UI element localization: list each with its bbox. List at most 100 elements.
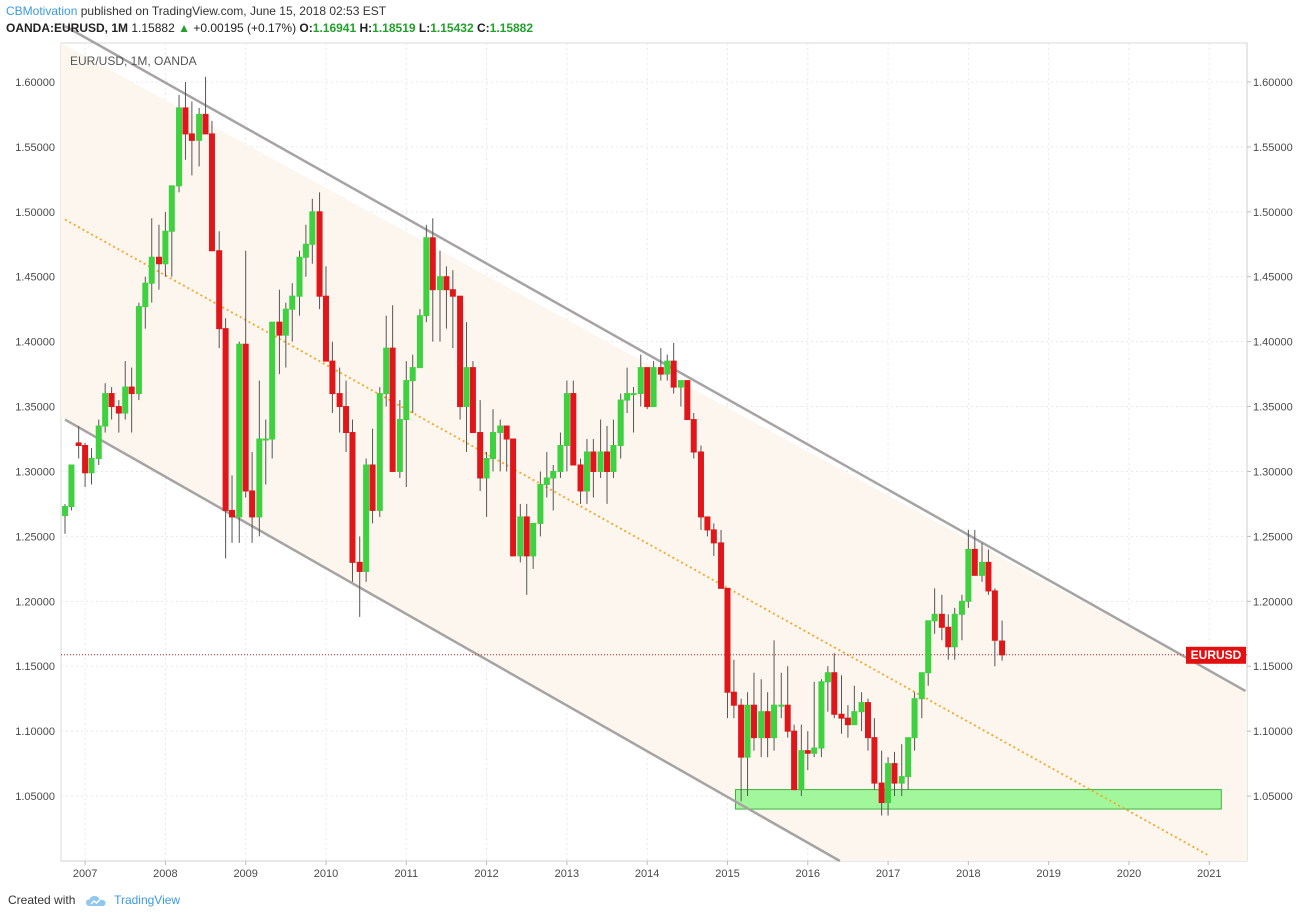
candle xyxy=(102,383,109,433)
candle xyxy=(958,594,965,641)
candle-body xyxy=(858,702,865,713)
candle xyxy=(135,302,142,401)
candle xyxy=(463,322,470,452)
candle xyxy=(249,452,256,543)
close-value: 1.15882 xyxy=(489,21,534,35)
candle-body xyxy=(597,451,604,472)
y-tick-label-right: 1.30000 xyxy=(1253,466,1293,478)
candle-body xyxy=(182,107,189,135)
candle-body xyxy=(142,282,149,308)
candle xyxy=(938,594,945,641)
candle xyxy=(437,250,444,342)
candle xyxy=(208,120,215,252)
candle xyxy=(918,672,925,719)
candle-body xyxy=(811,747,818,754)
candle-body xyxy=(557,445,564,472)
candle-body xyxy=(971,548,978,576)
candle-body xyxy=(483,457,490,479)
channel-midline[interactable] xyxy=(64,218,1210,857)
candle-body xyxy=(704,516,711,531)
candle-body xyxy=(296,256,303,297)
tradingview-link[interactable]: TradingView xyxy=(114,893,181,907)
tradingview-cloud-icon xyxy=(85,895,106,906)
candle-body xyxy=(664,360,671,375)
publish-line: CBMotivation published on TradingView.co… xyxy=(6,3,533,20)
candle-body xyxy=(282,308,289,336)
candle xyxy=(75,426,82,459)
candle xyxy=(262,419,269,485)
candle xyxy=(469,361,476,434)
candle xyxy=(624,367,631,414)
chart-header: CBMotivation published on TradingView.co… xyxy=(6,3,533,37)
x-tick-label: 2007 xyxy=(73,868,97,880)
high-label: H: xyxy=(359,21,373,35)
candle-body xyxy=(256,438,263,518)
candle-body xyxy=(925,620,932,674)
candle xyxy=(577,458,584,504)
high-value: 1.18519 xyxy=(372,21,416,35)
candle-body xyxy=(911,698,918,739)
candle xyxy=(985,549,992,595)
candle xyxy=(530,522,537,569)
candle-body xyxy=(208,133,215,252)
channel-upper-line[interactable] xyxy=(64,25,1247,692)
author-link[interactable]: CBMotivation xyxy=(6,4,78,18)
candle xyxy=(115,400,122,433)
x-tick-label: 2016 xyxy=(796,868,820,880)
candle xyxy=(242,250,249,498)
candle xyxy=(557,432,564,478)
candle xyxy=(148,218,155,303)
candle xyxy=(724,587,731,719)
channel-fill xyxy=(61,43,1247,861)
support-zone[interactable] xyxy=(735,789,1222,810)
channel-lower-line[interactable] xyxy=(64,418,841,863)
x-tick-label: 2015 xyxy=(715,868,739,880)
candle xyxy=(343,380,350,452)
candle xyxy=(871,718,878,790)
candle xyxy=(289,283,296,342)
candle xyxy=(510,438,517,557)
candle xyxy=(309,198,316,264)
candle-body xyxy=(449,289,456,297)
candle xyxy=(108,387,115,420)
candle-body xyxy=(778,704,785,707)
candle-body xyxy=(302,243,309,258)
candle xyxy=(316,192,323,310)
candle xyxy=(403,361,410,488)
candle xyxy=(764,692,771,758)
candle-body xyxy=(891,763,898,784)
candle-body xyxy=(510,438,517,557)
candle-body xyxy=(838,713,845,719)
y-tick-label-left: 1.20000 xyxy=(15,596,55,608)
candle xyxy=(991,588,998,667)
y-tick-label-right: 1.15000 xyxy=(1253,661,1293,673)
candle xyxy=(563,380,570,472)
candle-body xyxy=(543,477,550,485)
y-tick-label-left: 1.45000 xyxy=(15,272,55,284)
candle-body xyxy=(135,306,142,395)
candle-body xyxy=(416,315,423,369)
candle-body xyxy=(764,711,771,739)
candle xyxy=(62,503,69,534)
y-tick-label-right: 1.35000 xyxy=(1253,402,1293,414)
open-value: 1.16941 xyxy=(312,21,357,35)
candle xyxy=(597,419,604,478)
candle-body xyxy=(176,107,183,187)
candle xyxy=(718,529,725,589)
candle xyxy=(704,516,711,537)
candle-body xyxy=(242,343,249,492)
up-arrow-icon: ▲ xyxy=(178,21,190,35)
candle-body xyxy=(979,561,986,576)
candle xyxy=(878,750,885,816)
x-tick-label: 2012 xyxy=(474,868,498,880)
candle xyxy=(710,523,717,556)
price-change: +0.00195 (+0.17%) xyxy=(193,21,297,35)
candle-body xyxy=(316,211,323,297)
candle xyxy=(236,341,243,543)
x-tick-label: 2019 xyxy=(1036,868,1060,880)
candle xyxy=(336,367,343,433)
candle-body xyxy=(329,360,336,395)
candle xyxy=(168,185,175,277)
candle-body xyxy=(289,295,296,310)
